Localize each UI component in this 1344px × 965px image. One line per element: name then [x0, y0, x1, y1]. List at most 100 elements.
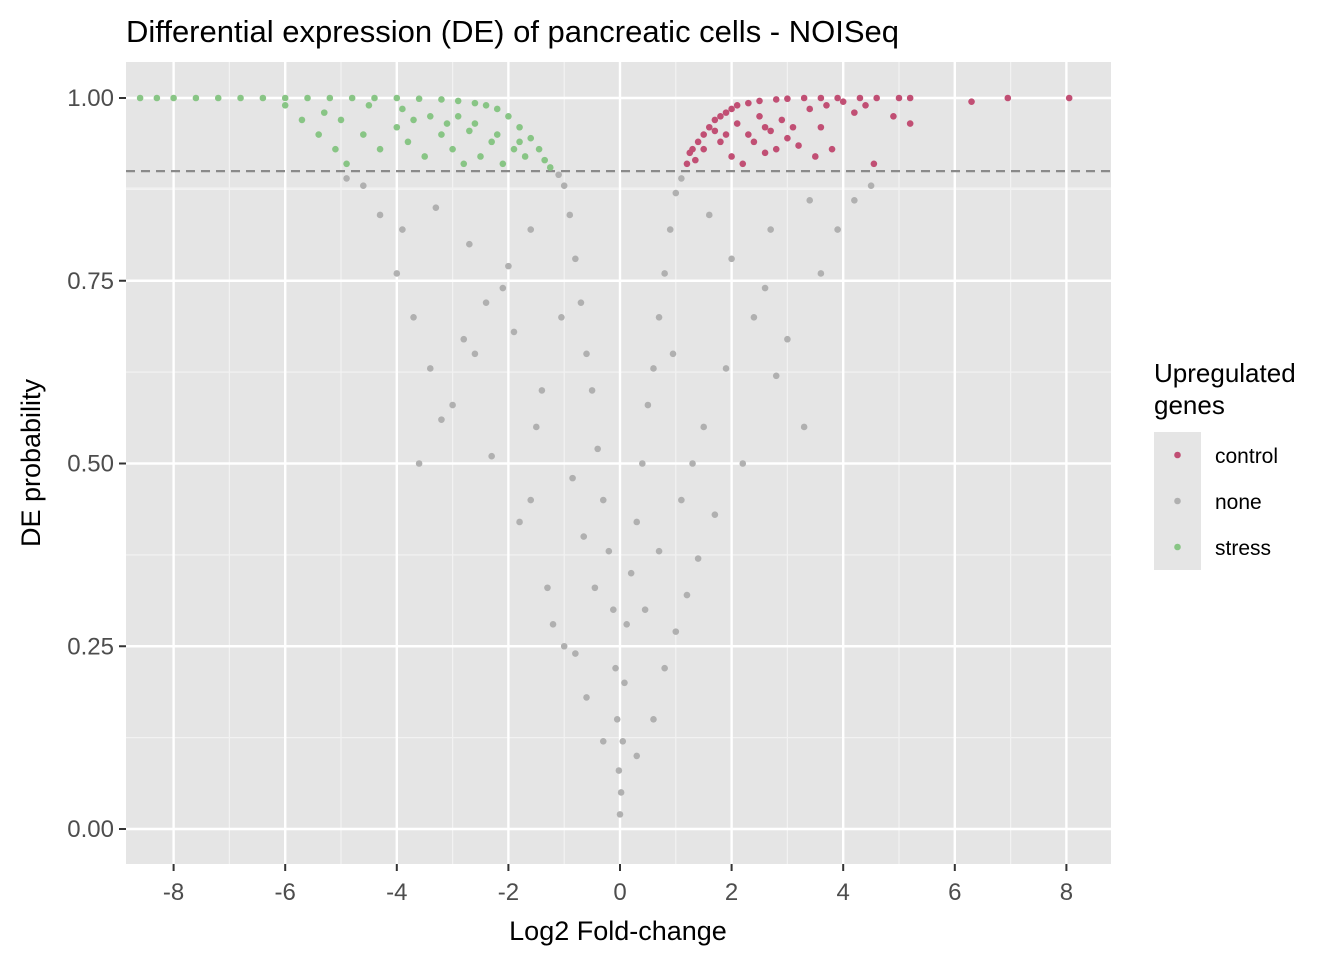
data-point-control	[728, 105, 735, 113]
data-point-none	[761, 284, 769, 292]
data-point-none	[588, 387, 596, 394]
data-point-control	[692, 156, 699, 164]
data-point-stress	[404, 138, 412, 146]
data-point-control	[789, 123, 797, 131]
data-point-none	[633, 518, 641, 526]
data-point-control	[890, 112, 897, 120]
data-point-stress	[488, 138, 495, 146]
data-point-none	[655, 547, 663, 555]
data-point-none	[650, 365, 657, 372]
data-point-control	[761, 123, 769, 131]
data-point-control	[817, 123, 825, 131]
data-point-none	[683, 591, 691, 599]
y-tick-label: 1.00	[67, 85, 114, 112]
data-point-none	[591, 584, 599, 592]
legend-entries: control none stress	[1174, 445, 1278, 560]
data-point-stress	[237, 94, 244, 102]
data-point-none	[655, 314, 663, 321]
data-point-stress	[460, 160, 468, 168]
data-point-none	[572, 255, 579, 263]
data-point-none	[466, 240, 473, 248]
data-point-none	[460, 335, 468, 343]
data-point-stress	[443, 120, 451, 127]
data-point-none	[700, 423, 707, 431]
chart-title: Differential expression (DE) of pancreat…	[126, 14, 899, 49]
data-point-control	[722, 109, 730, 116]
data-point-control	[806, 105, 814, 113]
data-point-stress	[320, 109, 328, 116]
data-point-none	[694, 555, 702, 562]
data-point-stress	[421, 153, 429, 160]
data-point-stress	[343, 160, 350, 168]
data-point-stress	[510, 145, 518, 153]
data-point-stress	[471, 120, 479, 127]
data-point-none	[577, 299, 585, 306]
data-point-none	[644, 401, 652, 409]
data-point-stress	[365, 102, 373, 109]
data-point-none	[426, 365, 434, 372]
data-point-stress	[541, 156, 548, 164]
data-point-none	[615, 767, 623, 774]
data-point-control	[772, 96, 780, 103]
data-point-none	[784, 335, 791, 343]
data-point-stress	[281, 102, 289, 109]
data-point-control	[717, 138, 724, 146]
data-point-none	[505, 262, 512, 270]
data-point-stress	[332, 145, 339, 153]
data-point-control	[817, 94, 825, 102]
data-point-stress	[477, 153, 484, 160]
legend: Upregulated genes control none stress	[1154, 358, 1296, 570]
x-tick-label: -6	[275, 879, 296, 906]
data-point-none	[772, 372, 780, 380]
data-point-none	[438, 416, 445, 423]
data-point-stress	[399, 105, 406, 113]
data-point-none	[867, 182, 875, 190]
data-point-stress	[259, 94, 267, 102]
data-point-none	[343, 175, 350, 182]
x-tick-label: 8	[1060, 879, 1073, 906]
data-point-none	[558, 314, 565, 321]
data-point-stress	[348, 94, 356, 102]
data-point-none	[583, 694, 590, 701]
data-point-none	[471, 350, 479, 358]
data-point-stress	[493, 131, 501, 138]
data-point-control	[717, 112, 724, 120]
data-point-stress	[449, 145, 456, 153]
data-point-none	[527, 226, 535, 233]
data-point-control	[739, 160, 747, 168]
data-point-control	[733, 102, 741, 109]
data-point-none	[488, 452, 495, 460]
data-point-none	[750, 314, 758, 321]
data-point-none	[800, 423, 808, 431]
data-point-none	[661, 664, 668, 672]
data-point-control	[834, 94, 841, 102]
legend-key-stress	[1174, 543, 1181, 551]
data-point-none	[510, 328, 518, 336]
data-point-stress	[521, 153, 529, 160]
data-point-none	[560, 182, 568, 190]
data-point-control	[694, 138, 702, 146]
data-point-stress	[454, 97, 462, 105]
x-tick-label: 4	[837, 879, 850, 906]
data-point-control	[689, 145, 696, 153]
data-point-control	[772, 145, 780, 153]
data-point-control	[856, 94, 864, 102]
data-point-control	[767, 127, 774, 135]
data-point-none	[661, 270, 668, 277]
data-point-stress	[516, 138, 523, 146]
data-point-stress	[493, 105, 501, 113]
data-point-none	[482, 299, 490, 306]
data-point-stress	[326, 94, 334, 102]
data-point-none	[527, 496, 535, 504]
data-point-none	[851, 197, 858, 204]
major-gridlines	[126, 62, 1111, 864]
data-points	[136, 94, 1073, 818]
data-point-none	[722, 365, 730, 372]
x-tick-label: -8	[163, 879, 184, 906]
data-point-stress	[393, 123, 401, 131]
data-point-control	[711, 127, 719, 135]
data-point-stress	[499, 160, 507, 168]
y-axis-ticks: 0.00 0.25 0.50 0.75 1.00	[67, 85, 126, 843]
data-point-stress	[337, 116, 345, 124]
